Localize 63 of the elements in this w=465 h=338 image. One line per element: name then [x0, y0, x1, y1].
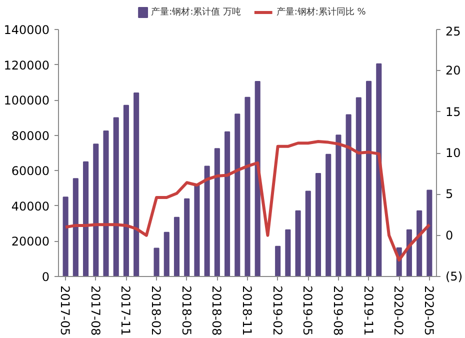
bar — [164, 232, 170, 276]
bar — [376, 63, 382, 276]
x-tick-label: 2017-11 — [118, 286, 133, 336]
x-tick-label: 2019-02 — [270, 286, 284, 336]
bar — [194, 184, 200, 276]
bar — [346, 114, 352, 276]
x-tick-label: 2018-02 — [149, 286, 164, 336]
x-tick-label: 2018-11 — [240, 286, 254, 336]
bar — [305, 190, 311, 276]
y-tick-label: 100000 — [4, 94, 50, 108]
bar — [83, 161, 89, 276]
bar — [103, 130, 109, 276]
x-tick-label: 2020-02 — [392, 286, 406, 336]
x-tick-label: 2017-05 — [58, 286, 72, 336]
y-tick-label: 120000 — [4, 58, 50, 72]
bar — [224, 131, 230, 276]
y2-tick-label: 10 — [446, 146, 461, 160]
y-tick-label: 40000 — [11, 199, 50, 214]
y-tick-label: 80000 — [11, 128, 50, 143]
bar — [275, 246, 281, 276]
y-tick-label: 20000 — [11, 234, 50, 249]
y2-tick-label: 20 — [446, 64, 461, 78]
bar — [356, 97, 362, 276]
bar — [72, 178, 78, 276]
bar — [285, 229, 291, 276]
bar — [134, 92, 140, 276]
bar — [244, 96, 250, 276]
x-tick-label: 2019-05 — [300, 286, 315, 336]
bar — [154, 248, 160, 276]
line-series — [64, 140, 431, 262]
y-tick-label: 140000 — [4, 23, 50, 37]
bar — [184, 198, 190, 276]
y2-tick-label: 25 — [446, 24, 461, 38]
bar — [214, 148, 220, 276]
legend-label: 产量:钢材:累计同比 % — [276, 6, 366, 18]
bar — [234, 114, 240, 276]
x-tick-label: 2019-08 — [330, 286, 345, 336]
x-tick-label: 2019-11 — [361, 286, 376, 336]
x-tick-label: 2018-05 — [179, 286, 194, 336]
bar — [113, 117, 119, 276]
y2-tick-label: (5) — [446, 270, 462, 284]
bar — [336, 134, 342, 276]
y2-tick-label: 0 — [446, 228, 454, 242]
bar — [123, 104, 129, 276]
bar — [62, 196, 68, 276]
bar — [295, 210, 301, 276]
x-tick-label: 2018-08 — [210, 286, 224, 336]
bar — [174, 216, 180, 276]
bar — [326, 154, 332, 276]
x-tick-label: 2020-05 — [422, 286, 436, 336]
bar — [254, 81, 260, 276]
bar — [426, 190, 432, 276]
bar — [366, 80, 372, 276]
bar — [204, 166, 210, 276]
y2-tick-label: 15 — [446, 104, 461, 119]
y-tick-label: 0 — [42, 270, 50, 284]
x-tick-label: 2017-08 — [88, 286, 102, 336]
bar — [93, 144, 99, 276]
y-tick-label: 60000 — [11, 164, 50, 178]
legend-label: 产量:钢材:累计值 万吨 — [151, 6, 242, 18]
y2-tick-label: 5 — [446, 187, 454, 202]
bar — [416, 210, 422, 276]
bar — [315, 172, 322, 276]
